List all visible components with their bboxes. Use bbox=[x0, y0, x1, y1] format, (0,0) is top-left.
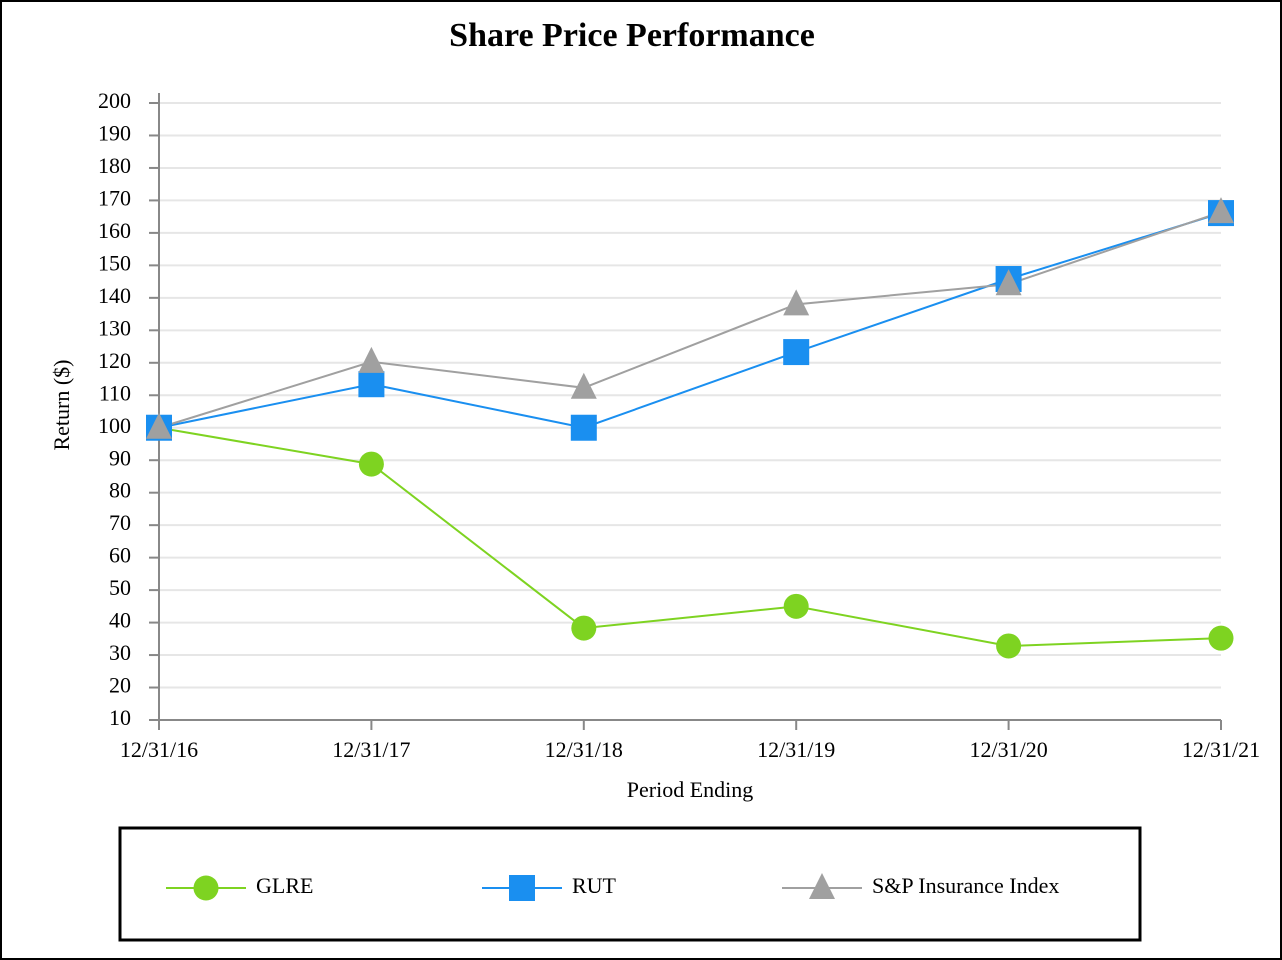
marker bbox=[995, 269, 1022, 296]
marker bbox=[1208, 197, 1234, 224]
legend-box bbox=[118, 826, 1142, 942]
y-tick-label: 50 bbox=[109, 575, 131, 600]
y-tick-label: 130 bbox=[98, 315, 131, 340]
x-tick-label: 12/31/19 bbox=[757, 737, 835, 762]
y-tick-label: 30 bbox=[109, 640, 131, 665]
x-tick-label: 12/31/21 bbox=[1182, 737, 1260, 762]
x-tick-label: 12/31/16 bbox=[120, 737, 198, 762]
y-tick-label: 170 bbox=[98, 185, 131, 210]
y-tick-label: 160 bbox=[98, 218, 131, 243]
y-tick-label: 180 bbox=[98, 153, 131, 178]
series-line bbox=[158, 426, 1222, 647]
y-tick-label: 10 bbox=[109, 705, 131, 730]
y-tick-label: 100 bbox=[98, 413, 131, 438]
chart-title: Share Price Performance bbox=[449, 17, 815, 54]
y-tick-label: 150 bbox=[98, 250, 131, 275]
y-tick-label: 40 bbox=[109, 608, 131, 633]
legend-marker bbox=[809, 873, 835, 899]
marker bbox=[358, 346, 385, 373]
marker bbox=[358, 451, 384, 477]
marker bbox=[996, 633, 1022, 659]
legend-marker bbox=[509, 875, 535, 901]
legend-label: S&P Insurance Index bbox=[872, 873, 1059, 898]
legend-label: RUT bbox=[572, 873, 617, 898]
y-tick-label: 90 bbox=[109, 445, 131, 470]
marker bbox=[783, 289, 810, 316]
marker bbox=[146, 412, 172, 439]
y-tick-label: 70 bbox=[109, 510, 131, 535]
legend-label: GLRE bbox=[256, 873, 313, 898]
marker bbox=[570, 372, 597, 399]
y-tick-label: 60 bbox=[109, 543, 131, 568]
marker bbox=[358, 371, 385, 398]
marker bbox=[1208, 625, 1234, 651]
x-tick-label: 12/31/20 bbox=[969, 737, 1047, 762]
y-tick-label: 20 bbox=[109, 673, 131, 698]
y-axis-title: Return ($) bbox=[49, 359, 74, 450]
marker bbox=[783, 593, 809, 619]
x-tick-label: 12/31/17 bbox=[332, 737, 410, 762]
marker bbox=[571, 615, 597, 641]
marker bbox=[570, 414, 597, 441]
x-axis-title: Period Ending bbox=[627, 777, 754, 802]
x-tick-label: 12/31/18 bbox=[545, 737, 623, 762]
legend-marker bbox=[193, 875, 219, 901]
y-tick-label: 140 bbox=[98, 283, 131, 308]
y-tick-label: 80 bbox=[109, 478, 131, 503]
y-tick-label: 110 bbox=[99, 380, 131, 405]
y-tick-label: 120 bbox=[98, 348, 131, 373]
y-tick-label: 200 bbox=[98, 88, 131, 113]
series-line bbox=[158, 211, 1222, 429]
y-tick-label: 190 bbox=[98, 121, 131, 146]
marker bbox=[783, 339, 810, 366]
series-line bbox=[158, 212, 1222, 429]
